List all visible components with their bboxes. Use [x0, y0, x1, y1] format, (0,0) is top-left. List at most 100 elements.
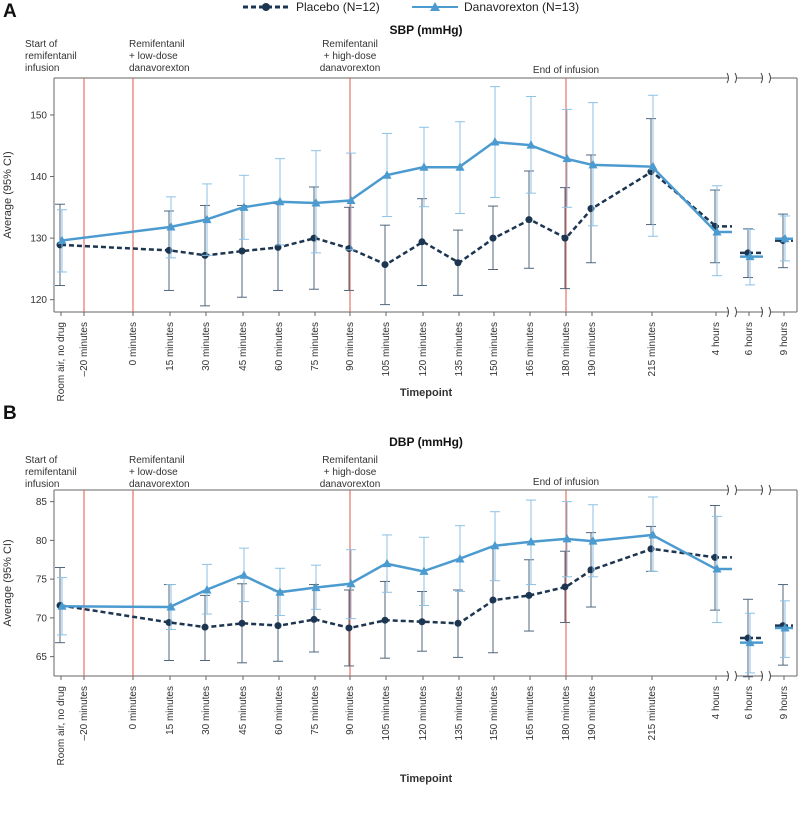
x-tick-label: 165 minutes — [525, 686, 536, 740]
panel-letter: B — [3, 403, 17, 424]
y-tick-label: 85 — [36, 497, 48, 508]
danavorexton-point — [780, 233, 790, 243]
x-tick-label: 6 hours — [744, 686, 755, 719]
x-tick-label: 150 minutes — [489, 686, 500, 740]
danavorexton-point — [455, 162, 465, 171]
axis-break-icon — [760, 484, 771, 496]
legend: Placebo (N=12) Danavorexton (N=13) — [243, 0, 579, 14]
danavorexton-point — [562, 533, 572, 543]
event-annotation: + low-dose — [129, 467, 178, 478]
x-tick-label: 165 minutes — [525, 322, 536, 376]
axis-break-icon — [726, 72, 737, 84]
placebo-point — [525, 216, 533, 224]
x-tick-label: 90 minutes — [345, 686, 356, 735]
x-tick-label: Room air, no drug — [56, 322, 67, 402]
danavorexton-point — [275, 587, 285, 596]
placebo-point — [418, 238, 426, 246]
chart-title: DBP (mmHg) — [389, 435, 463, 449]
danavorexton-point — [382, 558, 392, 568]
event-annotation: infusion — [25, 63, 59, 74]
placebo-point — [381, 261, 389, 269]
x-tick-label: 0 minutes — [128, 686, 139, 729]
y-tick-label: 80 — [36, 536, 48, 547]
x-tick-label: 120 minutes — [418, 686, 429, 740]
placebo-point — [238, 247, 246, 255]
event-annotation: danavorexton — [320, 479, 381, 490]
event-annotation: End of infusion — [533, 65, 599, 76]
placebo-point — [489, 596, 497, 604]
danavorexton-point — [166, 222, 176, 231]
placebo-point — [201, 623, 209, 631]
danavorexton-point — [745, 251, 755, 261]
placebo-series-line — [60, 547, 717, 630]
event-annotation: infusion — [25, 479, 59, 490]
danavorexton-point — [346, 578, 356, 588]
placebo-point — [238, 619, 246, 627]
x-tick-label: 4 hours — [711, 322, 722, 355]
axis-break-icon — [760, 670, 771, 682]
x-tick-label: –20 minutes — [79, 686, 90, 740]
x-tick-label: 9 hours — [779, 322, 790, 355]
event-annotation: Remifentanil — [129, 39, 185, 50]
danavorexton-series-line — [60, 140, 717, 242]
placebo-series-line — [60, 170, 717, 266]
placebo-point — [381, 616, 389, 624]
placebo-point — [489, 234, 497, 242]
x-tick-label: 105 minutes — [381, 322, 392, 376]
x-tick-label: 180 minutes — [561, 686, 572, 740]
x-tick-label: 180 minutes — [561, 322, 572, 376]
x-tick-label: 45 minutes — [238, 686, 249, 735]
axis-break-icon — [726, 484, 737, 496]
placebo-point — [454, 619, 462, 627]
axis-break-icon — [726, 306, 737, 318]
y-tick-label: 70 — [36, 613, 48, 624]
x-tick-label: 0 minutes — [128, 322, 139, 365]
placebo-point — [525, 591, 533, 599]
x-tick-label: 9 hours — [779, 686, 790, 719]
danavorexton-point — [745, 637, 755, 647]
danavorexton-point — [455, 553, 465, 563]
y-tick-label: 150 — [30, 110, 47, 121]
legend-danavorexton-marker — [430, 2, 440, 11]
x-tick-label: 15 minutes — [165, 686, 176, 735]
x-tick-label: 60 minutes — [274, 322, 285, 371]
danavorexton-point — [648, 161, 658, 171]
event-annotation: danavorexton — [320, 63, 381, 74]
event-annotation: + low-dose — [129, 51, 178, 62]
event-annotation: danavorexton — [129, 63, 190, 74]
event-annotation: danavorexton — [129, 479, 190, 490]
placebo-point — [561, 583, 569, 591]
event-annotation: Remifentanil — [322, 455, 378, 466]
legend-danavorexton-label: Danavorexton (N=13) — [464, 0, 579, 14]
axis-break-icon — [760, 72, 771, 84]
axis-break-icon — [726, 670, 737, 682]
x-tick-label: 4 hours — [711, 686, 722, 719]
event-annotation: + high-dose — [324, 467, 377, 478]
y-tick-label: 65 — [36, 652, 48, 663]
x-tick-label: 135 minutes — [454, 686, 465, 740]
danavorexton-point — [712, 226, 722, 236]
chart-title: SBP (mmHg) — [389, 23, 462, 37]
placebo-point — [274, 622, 282, 630]
placebo-point — [274, 243, 282, 251]
danavorexton-series-line — [60, 533, 717, 609]
x-tick-label: 15 minutes — [165, 322, 176, 371]
y-tick-label: 130 — [30, 234, 47, 245]
danavorexton-point — [526, 536, 536, 546]
x-tick-label: 105 minutes — [381, 686, 392, 740]
x-tick-label: 45 minutes — [238, 322, 249, 371]
panel-letter: A — [3, 1, 17, 22]
y-tick-label: 140 — [30, 172, 47, 183]
axis-break-icon — [760, 306, 771, 318]
legend-placebo-marker — [262, 3, 270, 11]
x-tick-label: 135 minutes — [454, 322, 465, 376]
danavorexton-point — [311, 582, 321, 592]
event-annotation: remifentanil — [25, 51, 77, 62]
x-tick-label: 190 minutes — [587, 322, 598, 376]
y-axis-label: Average (95% CI) — [2, 539, 14, 626]
event-annotation: + high-dose — [324, 51, 377, 62]
event-annotation: End of infusion — [533, 477, 599, 488]
x-tick-label: 75 minutes — [310, 686, 321, 735]
x-tick-label: 190 minutes — [587, 686, 598, 740]
